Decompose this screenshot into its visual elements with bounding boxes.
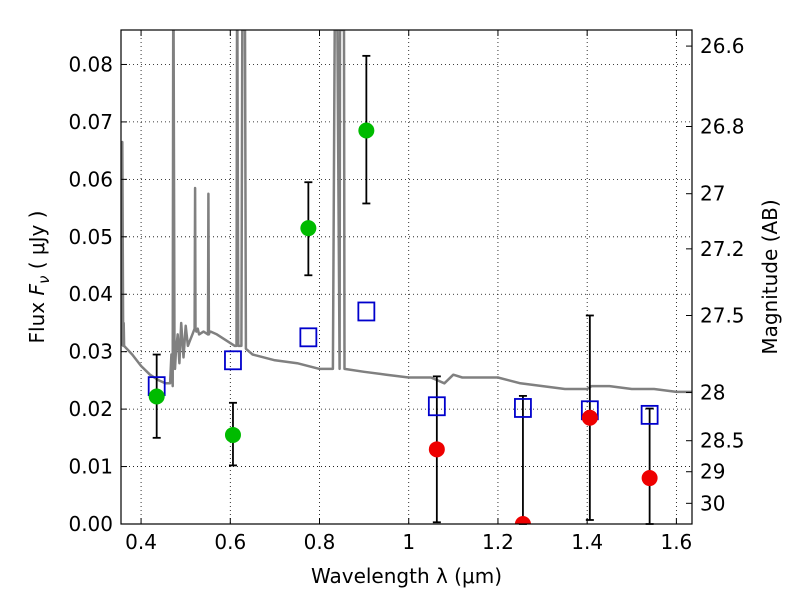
right-tick-label: 27.5 xyxy=(700,303,745,327)
detection-point xyxy=(358,122,375,139)
x-tick-label: 0.8 xyxy=(304,530,336,554)
grid xyxy=(121,30,692,525)
sed-model-path xyxy=(121,30,692,394)
non-detection-point xyxy=(581,409,598,426)
detection-point xyxy=(300,220,317,237)
model-photometry-square xyxy=(224,350,242,371)
error-bars xyxy=(152,54,654,525)
model-photometry-square xyxy=(357,301,376,322)
y-tick-label: 0.01 xyxy=(68,455,113,479)
model-photometry-square xyxy=(514,398,532,418)
right-tick-label: 28 xyxy=(700,380,725,404)
right-tick-label: 26.6 xyxy=(700,34,745,58)
y-tick-label: 0.06 xyxy=(68,167,113,191)
y-tick-label: 0.02 xyxy=(68,397,113,421)
x-tick-label: 0.6 xyxy=(214,530,246,554)
ticks: 0.4 0.6 0.8 1 1.2 1.4 1.6 0.00 0.01 0.02 0.03 0.04 0… xyxy=(68,30,745,554)
right-tick-label: 26.8 xyxy=(700,115,745,139)
x-tick-label: 0.4 xyxy=(125,530,157,554)
y-tick-label: 0.03 xyxy=(68,340,113,364)
non-detection-point xyxy=(428,441,445,458)
non-detection-point xyxy=(514,516,531,524)
y-tick-label: 0.04 xyxy=(68,282,113,306)
detection-point xyxy=(148,388,165,405)
x-tick-label: 1.4 xyxy=(571,530,603,554)
markers xyxy=(147,122,659,524)
right-axis-title: Magnitude (AB) xyxy=(758,199,782,354)
right-tick-label: 27 xyxy=(700,182,725,206)
y-tick-label: 0.07 xyxy=(68,110,113,134)
x-tick-label: 1.6 xyxy=(660,530,692,554)
x-tick-label: 1 xyxy=(402,530,415,554)
model-photometry-square xyxy=(299,327,318,348)
model-photometry-square xyxy=(427,396,446,417)
right-tick-label: 30 xyxy=(700,491,725,515)
x-tick-label: 1.2 xyxy=(482,530,514,554)
detection-point xyxy=(224,426,241,443)
x-axis-title: Wavelength λ (μm) xyxy=(311,564,502,588)
sed-model-line xyxy=(121,30,692,394)
right-tick-label: 29 xyxy=(700,460,725,484)
right-tick-label: 27.2 xyxy=(700,237,745,261)
non-detection-point xyxy=(641,470,658,487)
y-tick-label: 0.08 xyxy=(68,52,113,76)
plot-frame xyxy=(120,29,693,525)
right-tick-label: 28.5 xyxy=(700,429,745,453)
y-axis-title: Flux Fν ( μJy ) xyxy=(25,211,53,344)
y-tick-label: 0.00 xyxy=(68,512,113,536)
model-photometry-square xyxy=(640,404,659,425)
y-tick-label: 0.05 xyxy=(68,225,113,249)
